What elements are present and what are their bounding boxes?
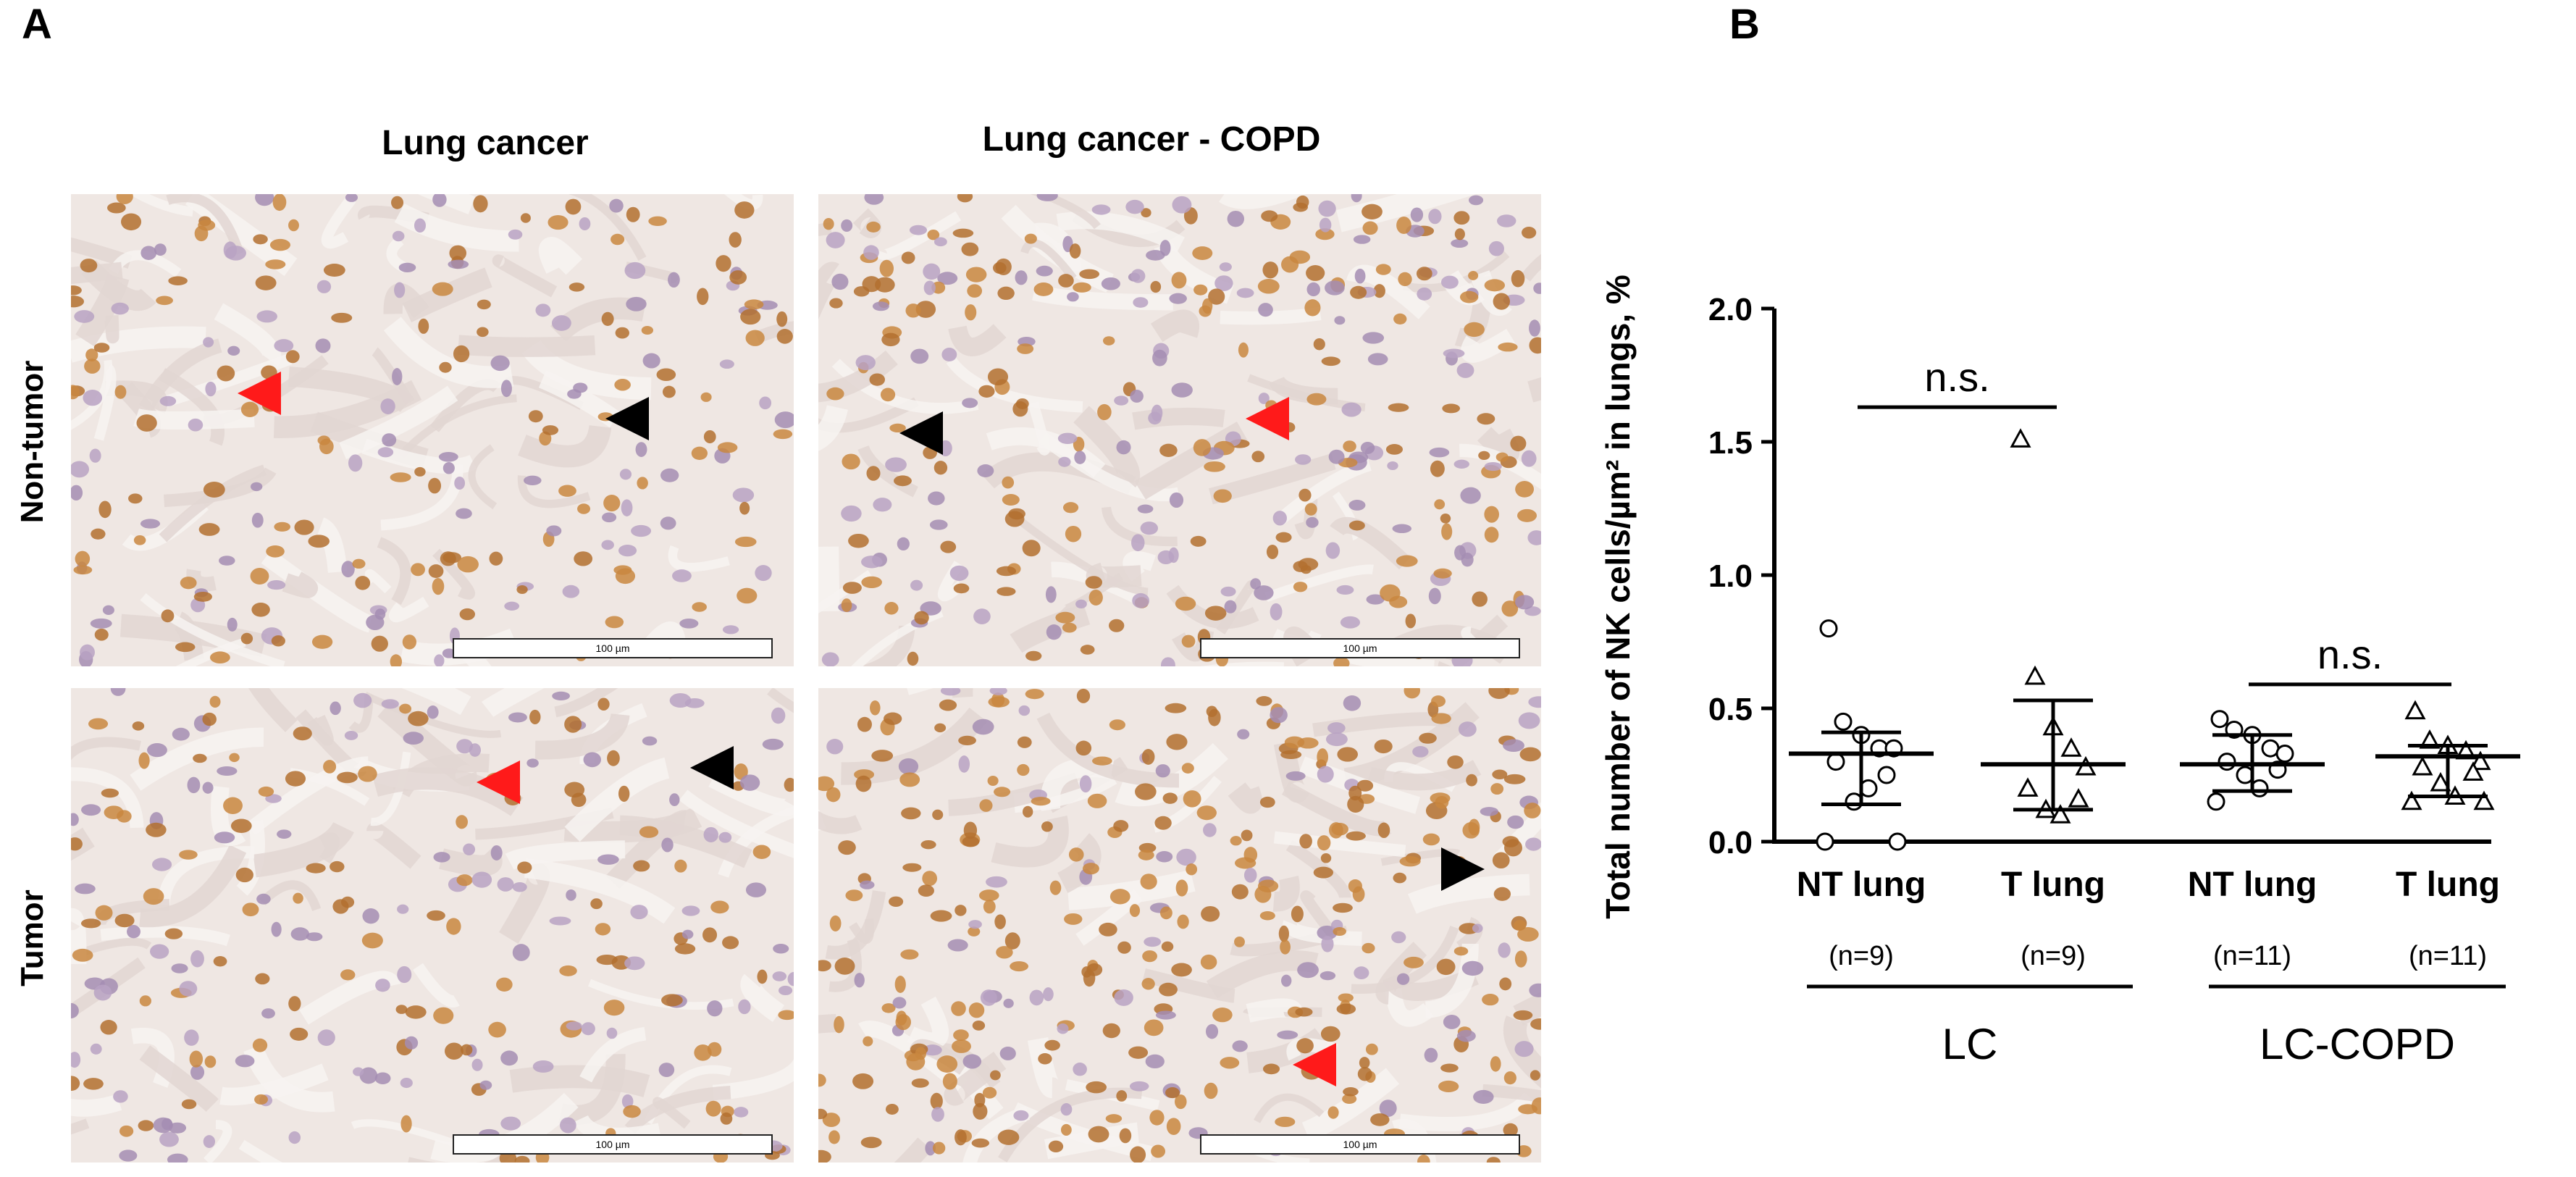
micrograph-image: 100 µm (818, 688, 1541, 1163)
significance-label: n.s. (2317, 632, 2383, 677)
arrow-markers (1293, 847, 1485, 1086)
scale-bar (453, 1134, 773, 1155)
black-arrow-marker (690, 746, 734, 789)
data-point (1888, 832, 1907, 851)
micrograph-lccopd-non-tumor: 100 µm (818, 194, 1541, 666)
micrograph-image: 100 µm (818, 194, 1541, 666)
arrow-markers (477, 746, 734, 804)
data-point (2473, 790, 2495, 811)
black-arrow-marker (605, 397, 649, 440)
red-arrow-marker (1293, 1043, 1336, 1086)
data-point (2207, 792, 2225, 811)
arrow-markers (899, 397, 1289, 455)
data-point (2218, 753, 2236, 771)
sample-count-label: (n=9) (2021, 941, 2086, 971)
series-4 (2375, 700, 2520, 811)
micrograph-lc-tumor: 100 µm (71, 688, 794, 1163)
y-tick-label: 1.5 (1708, 425, 1753, 461)
data-point (2050, 804, 2071, 824)
data-point (2412, 755, 2433, 776)
data-point (2060, 737, 2082, 757)
scale-bar-label: 100 µm (1343, 1139, 1377, 1150)
data-point (2017, 777, 2039, 797)
data-point (2010, 428, 2031, 448)
data-point (1877, 766, 1896, 784)
data-point (2419, 729, 2441, 749)
y-tick-label: 2.0 (1708, 292, 1753, 327)
panel-b-label: B (1729, 1, 1760, 48)
row-label-tumor: Tumor (14, 889, 50, 987)
column-title-lung-cancer-copd: Lung cancer - COPD (982, 120, 1321, 159)
y-tick-label: 0.0 (1708, 825, 1753, 860)
cell-nuclei (818, 688, 1541, 1163)
data-point (2210, 710, 2229, 729)
data-point (2462, 761, 2484, 781)
data-point (1819, 619, 1838, 638)
x-category-label: T lung (2396, 866, 2500, 904)
sample-count-label: (n=11) (2409, 941, 2487, 971)
sample-count-label: (n=9) (1829, 941, 1894, 971)
group-label: LC-COPD (2260, 1020, 2455, 1068)
data-point (1834, 712, 1853, 731)
column-title-lung-cancer: Lung cancer (382, 124, 589, 162)
x-category-label: NT lung (2188, 866, 2317, 904)
y-tick-label: 0.5 (1708, 692, 1753, 727)
scale-bar (453, 638, 773, 658)
data-point (2275, 745, 2294, 763)
micrograph-lc-non-tumor: 100 µm (71, 194, 794, 666)
sample-count-label: (n=11) (2213, 941, 2291, 971)
scale-bar (1200, 1134, 1520, 1155)
red-arrow-marker (1246, 397, 1289, 440)
micrograph-image: 100 µm (71, 688, 794, 1163)
scale-bar-label: 100 µm (1343, 642, 1377, 654)
y-axis-title: Total number of NK cells/µm² in lungs, % (1599, 275, 1637, 919)
cell-nuclei (71, 194, 794, 666)
data-point (2024, 665, 2046, 685)
red-arrow-marker (477, 761, 520, 804)
data-point (1816, 832, 1834, 851)
arrow-markers (238, 372, 649, 440)
series-1 (1789, 619, 1934, 851)
group-label: LC (1942, 1020, 1998, 1068)
data-point (1826, 753, 1845, 771)
x-category-label: NT lung (1797, 866, 1926, 904)
series-2 (1981, 428, 2126, 824)
data-point (2470, 750, 2491, 771)
black-arrow-marker (899, 411, 943, 455)
panel-a-label: A (22, 1, 52, 48)
data-point (2404, 700, 2426, 720)
micrograph-image: 100 µm (71, 194, 794, 666)
row-label-non-tumor: Non-tumor (14, 360, 50, 524)
data-point (2430, 771, 2451, 792)
data-point (2401, 790, 2422, 811)
scale-bar (1200, 638, 1520, 658)
significance-label: n.s. (1924, 354, 1989, 400)
black-arrow-marker (1441, 847, 1485, 891)
scale-bar-label: 100 µm (596, 1139, 630, 1150)
scale-bar-label: 100 µm (596, 642, 630, 654)
x-category-label: T lung (2001, 866, 2105, 904)
data-point (2068, 787, 2089, 808)
micrograph-lccopd-tumor: 100 µm (818, 688, 1541, 1163)
series-3 (2180, 710, 2325, 811)
y-tick-label: 1.0 (1708, 558, 1753, 594)
cell-nuclei (821, 194, 1541, 666)
nk-cells-chart: Total number of NK cells/µm² in lungs, %… (1599, 275, 2520, 1068)
red-arrow-marker (238, 372, 281, 415)
